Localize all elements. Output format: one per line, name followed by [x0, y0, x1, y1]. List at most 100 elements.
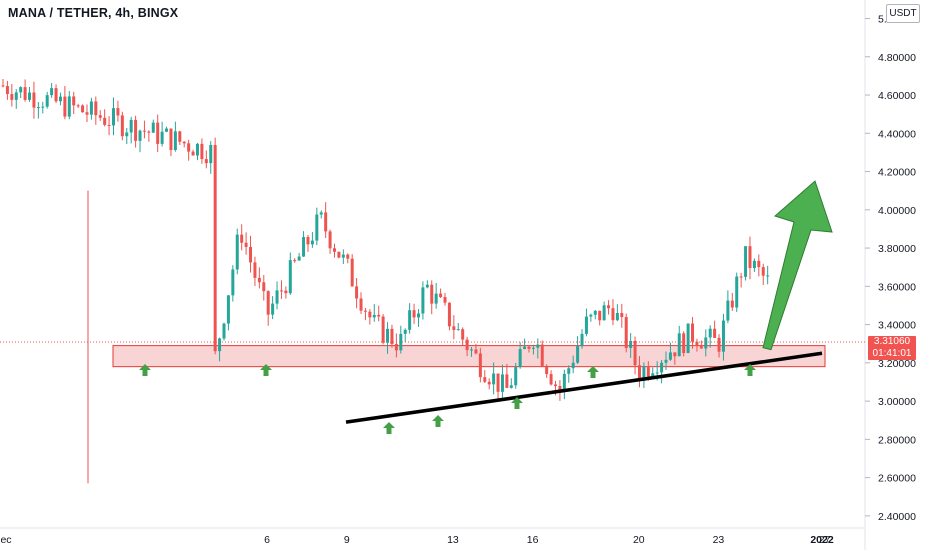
candle-down: [328, 231, 332, 249]
candle-up: [416, 313, 420, 318]
candle-up: [589, 314, 593, 317]
candle-up: [660, 362, 664, 373]
candle-up: [642, 366, 646, 381]
candle-down: [739, 276, 743, 278]
candle-down: [465, 339, 469, 351]
candle-down: [279, 290, 283, 292]
candle-down: [200, 143, 204, 160]
candle-up: [602, 305, 606, 321]
candle-down: [103, 117, 107, 125]
candle-up: [766, 275, 770, 277]
chart-title: MANA / TETHER, 4h, BINGX: [8, 6, 179, 20]
candle-up: [315, 214, 319, 241]
candle-down: [1, 85, 5, 87]
support-touch-arrow: [383, 422, 395, 434]
candle-down: [757, 260, 761, 268]
candle-down: [333, 248, 336, 252]
projection-arrow: [762, 180, 833, 351]
candle-up: [408, 310, 412, 330]
candle-up: [165, 128, 169, 132]
candle-up: [125, 132, 129, 137]
candle-down: [156, 122, 160, 144]
candle-down: [558, 385, 562, 391]
candle-down: [377, 314, 381, 317]
candle-up: [593, 310, 597, 315]
candle-up: [571, 362, 575, 369]
candle-down: [98, 115, 102, 118]
candle-up: [615, 313, 619, 321]
candle-up: [235, 234, 239, 270]
candle-up: [456, 329, 460, 331]
candle-down: [355, 286, 359, 299]
candle-down: [381, 316, 385, 343]
candle-down: [496, 373, 500, 392]
candle-down: [23, 87, 27, 100]
candle-down: [76, 105, 80, 107]
support-touch-arrow: [511, 397, 523, 409]
x-tick-label: 6: [264, 534, 270, 546]
candle-up: [500, 374, 504, 392]
candle-up: [421, 287, 425, 314]
candle-up: [664, 359, 668, 363]
candle-down: [32, 92, 36, 108]
candle-up: [752, 260, 756, 268]
candle-up: [151, 122, 155, 133]
candle-up: [195, 143, 199, 156]
x-tick-label: 27: [819, 534, 831, 546]
support-touch-arrow: [260, 364, 272, 376]
candle-up: [41, 106, 45, 108]
candle-down: [337, 251, 341, 258]
candle-down: [85, 112, 89, 115]
candle-down: [646, 366, 650, 377]
candle-up: [523, 346, 527, 350]
support-zone: [112, 345, 826, 368]
candle-down: [120, 115, 124, 137]
candle-down: [253, 262, 257, 278]
candle-down: [505, 374, 509, 388]
candle-up: [403, 329, 407, 334]
x-tick-label: 2022: [810, 534, 834, 546]
candle-down: [213, 144, 217, 352]
y-tick-label: 4.00000: [878, 205, 916, 217]
candle-up: [708, 328, 712, 338]
candle-down: [598, 310, 602, 321]
candle-up: [704, 337, 708, 349]
candle-down: [607, 305, 611, 309]
candle-up: [514, 367, 518, 386]
candle-up: [677, 333, 681, 357]
candle-down: [266, 291, 270, 315]
y-tick-label: 4.80000: [878, 52, 916, 64]
candle-up: [271, 303, 275, 315]
candle-down: [81, 105, 85, 113]
candle-down: [240, 234, 244, 243]
candle-down: [682, 333, 686, 353]
candle-up: [518, 349, 522, 368]
candle-down: [412, 310, 416, 318]
candle-up: [89, 101, 93, 115]
candle-down: [461, 329, 465, 340]
candle-down: [611, 308, 615, 321]
y-tick-label: 2.80000: [878, 434, 916, 446]
y-tick-label: 4.20000: [878, 167, 916, 179]
candle-up: [297, 256, 301, 261]
candle-up: [28, 92, 32, 100]
currency-badge[interactable]: USDT: [886, 4, 920, 23]
candle-up: [509, 385, 513, 388]
candle-down: [390, 328, 394, 345]
support-touch-arrow: [139, 364, 151, 376]
candle-up: [686, 323, 690, 353]
candle-up: [50, 88, 54, 96]
candle-down: [368, 311, 372, 318]
candle-up: [129, 119, 133, 133]
candle-up: [218, 338, 222, 352]
candle-down: [713, 328, 717, 338]
candle-up: [67, 96, 71, 117]
candle-down: [147, 131, 151, 133]
candle-up: [209, 144, 213, 164]
candle-up: [492, 373, 496, 385]
y-tick-label: 2.40000: [878, 511, 916, 523]
candle-down: [474, 349, 478, 354]
candle-down: [204, 159, 208, 164]
